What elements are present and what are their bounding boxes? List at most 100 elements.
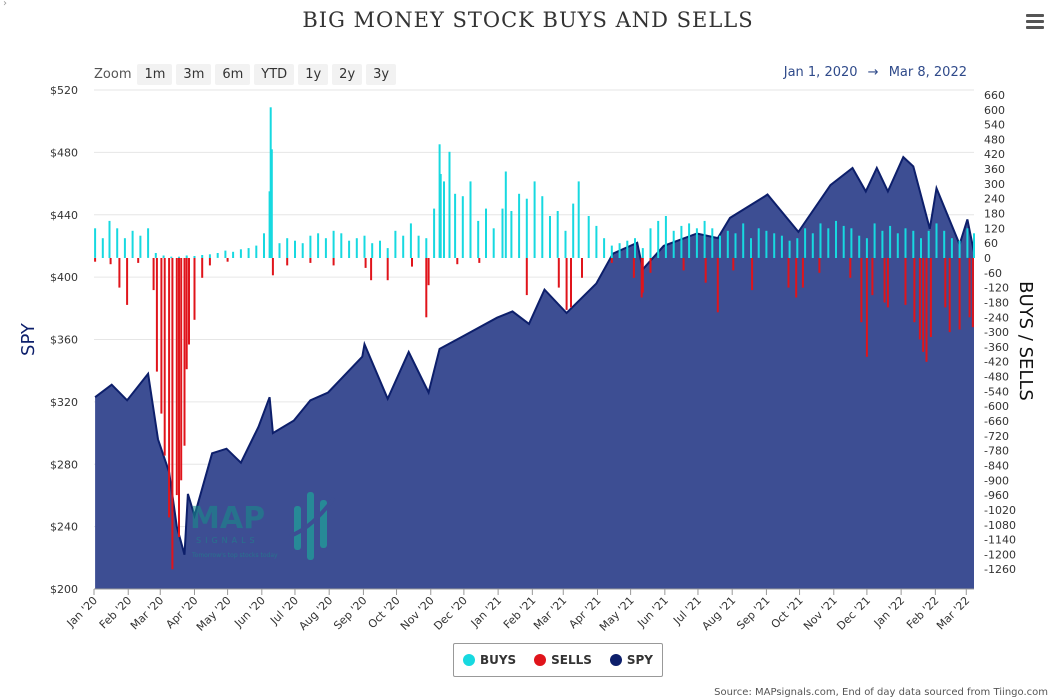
sells-bar (918, 258, 921, 340)
logo-mark-arrow (289, 496, 336, 538)
zoom-1y-button[interactable]: 1y (298, 63, 329, 85)
x-tick-label: Aug '20 (296, 594, 335, 633)
buys-bar (402, 235, 405, 258)
buys-bar (268, 191, 271, 258)
buys-bar (773, 233, 776, 258)
buys-bar (703, 220, 706, 258)
buys-bar (263, 233, 265, 258)
zoom-3y-button[interactable]: 3y (366, 63, 397, 85)
sells-bar (478, 258, 481, 263)
date-range-from[interactable]: Jan 1, 2020 (783, 65, 858, 80)
buys-bar (108, 220, 111, 258)
buys-bar (881, 230, 884, 258)
y-right-tick-label: -900 (984, 474, 1009, 487)
y-right-tick-label: -480 (984, 371, 1009, 384)
buys-bar (610, 245, 613, 258)
buys-bar (556, 211, 559, 258)
y-right-tick-label: -1020 (984, 504, 1016, 517)
collapse-toggle[interactable]: › (3, 0, 7, 9)
sells-bar (118, 258, 121, 288)
buys-bar (178, 256, 180, 258)
buys-bar (363, 235, 366, 258)
y-right-tick-label: -660 (984, 415, 1009, 428)
buys-bar (309, 235, 312, 258)
sells-bar (818, 258, 821, 273)
sells-bar (865, 258, 868, 357)
sells-bar (193, 258, 196, 320)
y-right-tick-label: -1200 (984, 548, 1016, 561)
buys-bar (394, 230, 397, 258)
buys-bar (750, 238, 752, 258)
date-range-to[interactable]: Mar 8, 2022 (888, 65, 967, 80)
y-right-tick-label: -60 (984, 267, 1002, 280)
hamburger-menu-icon[interactable] (1026, 14, 1044, 32)
x-tick-label: May '21 (597, 594, 637, 634)
sells-bar (787, 258, 790, 288)
buys-bar (533, 181, 536, 258)
buys-bar (185, 255, 188, 258)
zoom-1m-button[interactable]: 1m (137, 63, 173, 85)
buys-bar (950, 238, 953, 258)
buys-bar (147, 228, 150, 258)
sells-bar (716, 258, 719, 313)
sells-bar (411, 258, 413, 267)
sells-bar (632, 258, 635, 278)
legend-label-spy: SPY (626, 653, 653, 667)
buys-bar (572, 203, 575, 258)
buys-bar (920, 238, 922, 258)
buys-bar (618, 243, 621, 258)
legend-item-buys[interactable]: BUYS (462, 653, 516, 667)
buys-bar (131, 230, 134, 258)
y-right-tick-label: -1080 (984, 519, 1016, 532)
zoom-2y-button[interactable]: 2y (332, 63, 363, 85)
buys-bar (634, 238, 636, 258)
y-left-tick-label: $520 (50, 84, 78, 97)
buys-bar (973, 233, 975, 258)
x-tick-label: Sep '20 (331, 594, 369, 632)
buys-bar (896, 233, 899, 258)
legend-item-sells[interactable]: SELLS (534, 653, 592, 667)
legend-dot-buys (462, 654, 475, 666)
sells-bar (163, 258, 166, 456)
date-range-arrow: → (867, 65, 879, 80)
buys-bar (477, 220, 480, 258)
buys-bar (379, 240, 381, 258)
sells-bar (168, 258, 171, 518)
buys-bar (154, 253, 157, 258)
zoom-3m-button[interactable]: 3m (176, 63, 212, 85)
sells-bar (456, 258, 459, 265)
buys-bar (485, 208, 487, 258)
y-left-tick-label: $480 (50, 146, 78, 159)
x-tick-label: Jun '20 (231, 594, 268, 631)
sells-bar (525, 258, 528, 296)
source-credits: Source: MAPsignals.com, End of day data … (714, 687, 1048, 698)
x-tick-label: Dec '21 (834, 594, 873, 633)
buys-bar (765, 230, 768, 258)
sells-bar (640, 258, 643, 298)
buys-bar (216, 253, 219, 258)
buys-bar (317, 233, 320, 258)
buys-bar (294, 240, 296, 258)
buys-bar (742, 223, 745, 258)
chart-title: BIG MONEY STOCK BUYS AND SELLS (302, 8, 754, 32)
zoom-6m-button[interactable]: 6m (215, 63, 251, 85)
sells-bar (185, 258, 188, 370)
buys-bar (850, 228, 853, 258)
zoom-ytd-button[interactable]: YTD (254, 63, 295, 85)
sells-bar (425, 258, 428, 318)
sells-bar (948, 258, 951, 333)
buys-bar (162, 255, 165, 258)
x-tick-label: May '20 (194, 594, 234, 634)
y-right-tick-label: -1140 (984, 534, 1016, 547)
buys-bar (438, 144, 441, 258)
x-tick-label: Dec '20 (431, 594, 470, 633)
y-left-tick-label: $440 (50, 209, 78, 222)
sells-bar (171, 258, 174, 570)
legend-item-spy[interactable]: SPY (609, 653, 653, 667)
logo-text: MAP (190, 501, 265, 536)
sells-bar (860, 258, 863, 323)
zoom-label: Zoom (94, 66, 132, 82)
y-right-tick-label: -360 (984, 341, 1009, 354)
sells-bar (109, 258, 112, 265)
